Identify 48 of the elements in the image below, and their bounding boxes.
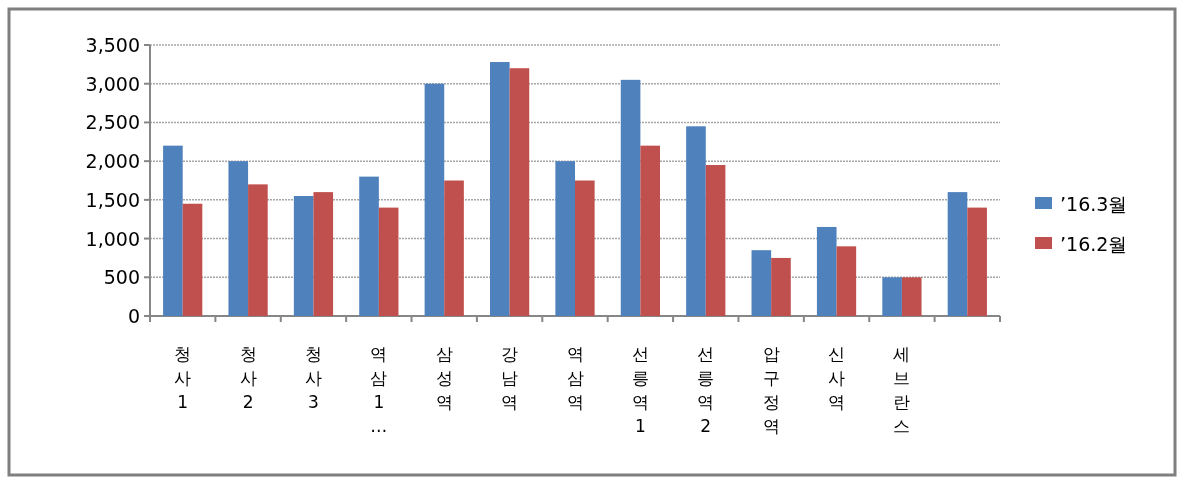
bar (967, 207, 987, 316)
x-tick-label: 세브란스 (893, 344, 911, 436)
bar (248, 184, 268, 316)
bar (228, 161, 249, 316)
bar (751, 250, 772, 316)
x-tick-label: 선릉역1 (631, 344, 649, 436)
x-tick-label: 선릉역2 (697, 344, 715, 436)
bar (575, 180, 595, 316)
bar (620, 79, 641, 316)
bar (359, 176, 379, 316)
bar (816, 226, 837, 316)
bar (555, 161, 575, 316)
bar (163, 145, 183, 316)
x-tick-label: 청사1 (174, 344, 192, 412)
legend-label: ’16.3월 (1060, 193, 1128, 215)
bar (705, 165, 726, 316)
x-tick-label: 청사3 (304, 344, 322, 412)
y-tick-label: 2,000 (85, 150, 140, 173)
bar (771, 257, 791, 316)
bar (686, 126, 706, 316)
x-tick-label: 삼성역 (435, 344, 453, 412)
y-tick-label: 500 (103, 266, 140, 289)
y-tick-label: 3,000 (85, 72, 140, 95)
y-tick-label: 1,000 (85, 227, 140, 250)
bar (293, 195, 314, 316)
bar (313, 192, 334, 316)
bar (901, 277, 922, 316)
bar (444, 180, 464, 316)
legend-label: ’16.2월 (1060, 233, 1128, 255)
y-tick-label: 3,500 (85, 34, 140, 56)
y-tick-label: 2,500 (85, 111, 140, 134)
y-tick-label: 0 (127, 305, 140, 327)
bar (182, 203, 203, 316)
x-tick-label: 강남역 (501, 344, 519, 412)
bar (490, 62, 510, 316)
bar (378, 207, 399, 316)
bar (882, 277, 902, 316)
x-tick-label: 청사2 (239, 344, 257, 412)
x-tick-label: 압구정역 (762, 344, 780, 436)
bar (640, 145, 660, 316)
x-tick-label: 역삼역 (566, 344, 584, 412)
bar (836, 246, 857, 316)
x-tick-label: 역삼1… (370, 344, 388, 436)
bar (424, 83, 445, 316)
y-tick-label: 1,500 (85, 188, 140, 211)
bar (947, 192, 968, 316)
bar (509, 68, 530, 316)
x-tick-label: 신사역 (828, 344, 846, 412)
